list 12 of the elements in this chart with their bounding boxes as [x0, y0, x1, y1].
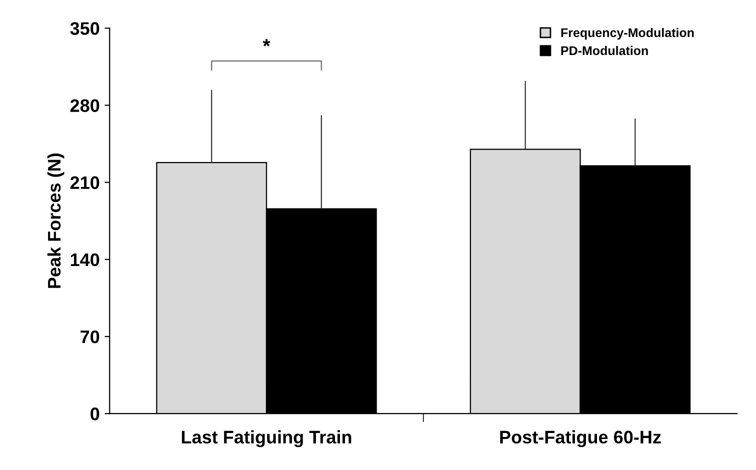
y-tick-label: 350 [70, 22, 100, 35]
y-tick-label: 280 [70, 99, 100, 112]
y-tick-label: 210 [70, 176, 100, 190]
legend-label: PD-Modulation [561, 46, 648, 56]
x-tick-label: Last Fatiguing Train [182, 430, 352, 448]
y-tick-label: 140 [70, 253, 100, 266]
annotation: * [262, 39, 270, 46]
y-tick-label: 0 [90, 408, 100, 420]
y-tick-label: 70 [80, 330, 100, 344]
y-axis-title: Peak Forces (N) [47, 154, 64, 288]
legend-label: Frequency-Modulation [561, 28, 694, 40]
x-tick-label: Post-Fatigue 60-Hz [500, 430, 661, 448]
